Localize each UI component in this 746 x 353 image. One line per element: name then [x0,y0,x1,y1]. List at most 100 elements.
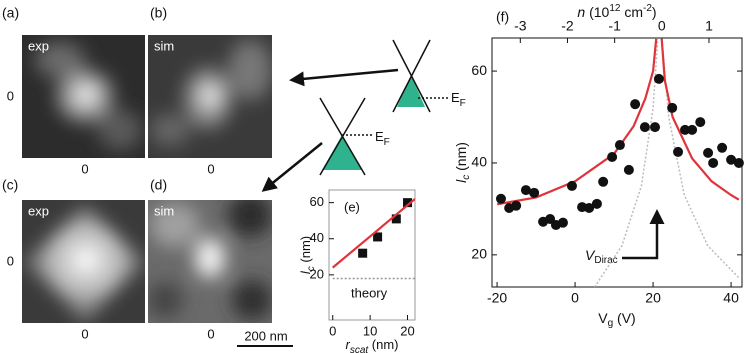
label-part: E [375,129,384,144]
dirac-arrow [622,209,665,260]
panel-label: (f) [496,9,509,25]
x2-tick-label: 1 [705,18,713,34]
label-part: F [460,98,466,109]
y-label: lc (nm) [298,236,316,274]
panel-label: (d) [150,177,167,193]
point [529,187,540,198]
point [607,151,618,162]
label-part: E [451,90,460,105]
point [566,180,577,191]
point [708,157,719,168]
x2-tick-label: 0 [658,18,666,34]
label-part: (10 [585,4,609,20]
point [650,122,661,133]
y-tick-label: 20 [310,266,324,281]
x-tick-label: 20 [645,290,661,306]
point [673,146,684,157]
point [614,140,625,151]
label-part: n [577,4,585,20]
label-part: l [453,179,469,183]
y-tick-label: 40 [471,154,487,170]
image-tag: exp [28,203,49,218]
cone-upper [392,39,448,113]
x-tick-label: 0 [571,290,579,306]
x-tick-label: 0 [81,161,88,176]
label-part: (nm) [368,337,398,352]
y-tick-label: 60 [471,62,487,78]
point [373,232,383,242]
point [717,142,728,153]
x-tick-label: 0 [207,326,214,341]
y-tick-label: 0 [7,88,14,103]
label-part: r [345,337,350,352]
x-label: rscat (nm) [345,337,398,353]
x-label: Vg (V) [598,310,635,329]
x-tick-label: -20 [487,290,507,306]
point [653,73,664,84]
image-c [22,200,145,323]
label-part: c [461,175,472,180]
label-part: V [585,247,596,263]
label-part: -2 [643,3,652,14]
annotation: VDirac [585,247,618,266]
label-part: (nm) [453,142,469,175]
point [391,214,401,224]
y-tick-label: 20 [471,246,487,262]
label-part: V [598,310,608,326]
label-part: F [384,137,390,148]
y-tick-label: 60 [310,194,324,209]
point [630,99,641,110]
series-line [496,38,740,206]
plot-frame [491,37,743,288]
point [358,248,368,258]
panel-label: (a) [2,5,19,21]
image-a [22,35,145,158]
scale-bar-label: 200 nm [244,328,287,343]
x2-tick-label: -1 [608,18,621,34]
x2-label: n (1012 cm-2) [577,3,656,20]
point [667,102,678,113]
panel-label: (e) [344,199,360,214]
point [733,157,744,168]
x2-tick-label: -2 [561,18,574,34]
x-tick-label: 10 [363,323,377,338]
label-part: cm [620,4,643,20]
image-tag: sim [154,38,174,53]
arrow [261,142,323,192]
y-label: lc (nm) [453,142,472,183]
x-tick-label: 20 [400,323,414,338]
y-tick-label: 40 [310,230,324,245]
panel-label: (b) [150,5,167,21]
label-part: c [306,266,317,271]
label-part: g [608,318,614,329]
image-d [148,200,272,323]
label-part: (nm) [298,236,313,266]
label-part: scat [350,345,370,353]
point [726,154,737,165]
cone-lower [319,97,372,176]
image-tag: sim [154,203,174,218]
x2-tick-label: -3 [514,18,527,34]
fermi-label: EF [451,90,466,108]
image-tag: exp [28,38,49,53]
plot-frame [328,189,416,321]
arrow [289,68,399,87]
y-tick-label: 0 [7,253,14,268]
x-tick-label: 0 [329,323,336,338]
x-tick-label: 0 [81,326,88,341]
point [584,202,595,213]
point [639,122,650,133]
point [695,117,706,128]
point [511,200,522,211]
label-part: Dirac [594,255,617,266]
fermi-label: EF [375,129,390,147]
label-part: (V) [613,310,636,326]
point [623,164,634,175]
point [403,198,413,208]
image-b [148,35,272,158]
point [495,193,506,204]
x-tick-label: 0 [207,161,214,176]
annotation: theory [351,285,388,300]
point [703,147,714,158]
